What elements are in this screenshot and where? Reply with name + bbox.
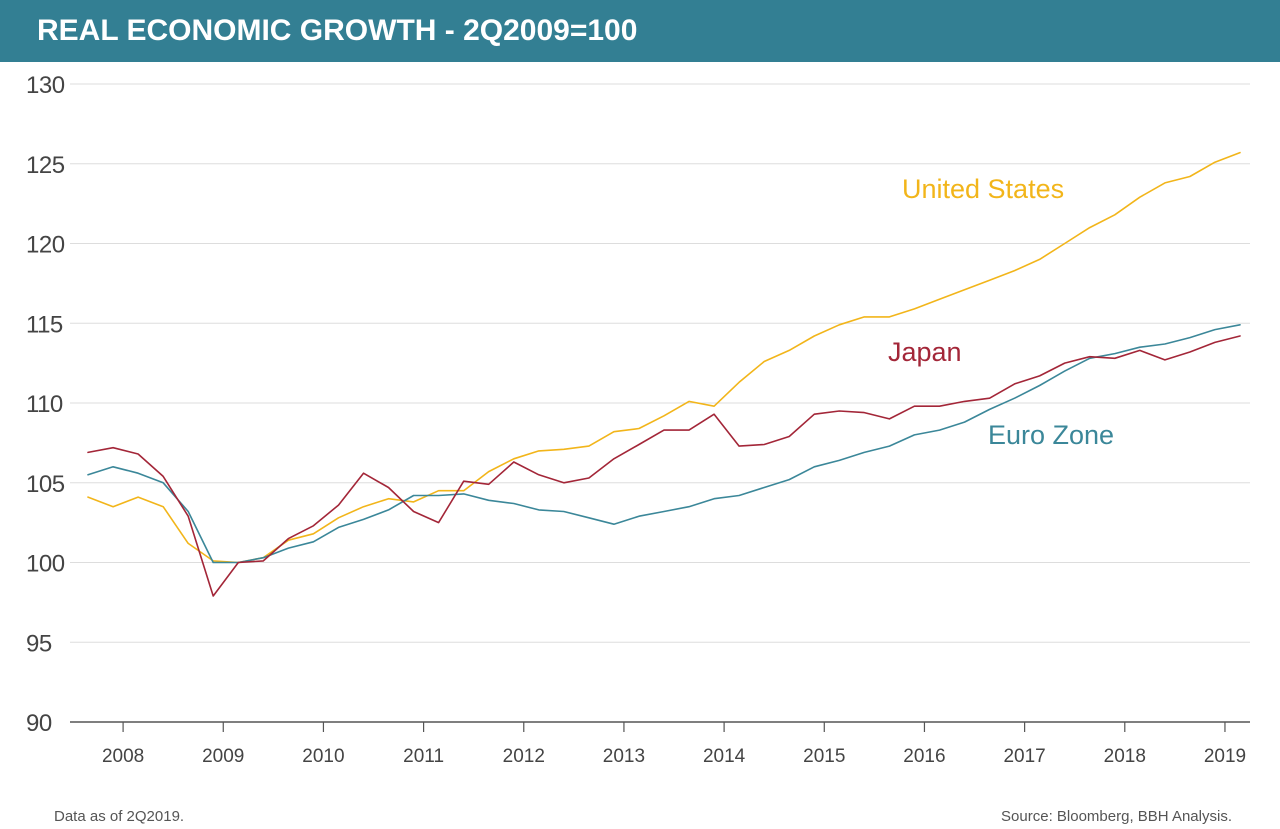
x-tick-label-2009: 2009 [202, 746, 244, 767]
chart-title: REAL ECONOMIC GROWTH - 2Q2009=100 [37, 14, 638, 47]
x-tick-label-2008: 2008 [102, 746, 144, 767]
x-tick-label-2019: 2019 [1204, 746, 1246, 767]
series-label-japan: Japan [888, 337, 962, 367]
series-line-united-states [87, 151, 1241, 564]
series-label-united-states: United States [902, 174, 1064, 204]
y-tick-label-105: 105 [26, 471, 65, 498]
y-tick-label-120: 120 [26, 232, 65, 259]
x-tick-label-2015: 2015 [803, 746, 845, 767]
y-tick-label-130: 130 [26, 72, 65, 99]
y-tick-label-100: 100 [26, 551, 65, 578]
x-tick-label-2018: 2018 [1104, 746, 1146, 767]
x-tick-label-2013: 2013 [603, 746, 645, 767]
x-tick-label-2014: 2014 [703, 746, 746, 767]
y-tick-label-115: 115 [26, 311, 63, 338]
x-tick-label-2012: 2012 [503, 746, 545, 767]
x-tick-label-2016: 2016 [903, 746, 945, 767]
chart-header: REAL ECONOMIC GROWTH - 2Q2009=100 [0, 0, 1280, 62]
series-line-japan [87, 335, 1241, 597]
source-note: Source: Bloomberg, BBH Analysis. [1001, 808, 1232, 825]
x-tick-label-2010: 2010 [302, 746, 344, 767]
y-tick-label-125: 125 [26, 152, 65, 179]
line-chart: 90 95 100 105 110 115 120 125 130 2008 2009 2010 201… [26, 72, 1250, 767]
x-tick-label-2011: 2011 [403, 746, 444, 767]
y-tick-label-90: 90 [26, 710, 52, 737]
series-line-euro-zone [87, 323, 1241, 564]
x-tick-label-2017: 2017 [1003, 746, 1045, 767]
data-note: Data as of 2Q2019. [54, 808, 185, 825]
y-tick-label-95: 95 [26, 630, 52, 657]
series-label-euro-zone: Euro Zone [988, 420, 1114, 450]
y-tick-label-110: 110 [26, 391, 63, 418]
